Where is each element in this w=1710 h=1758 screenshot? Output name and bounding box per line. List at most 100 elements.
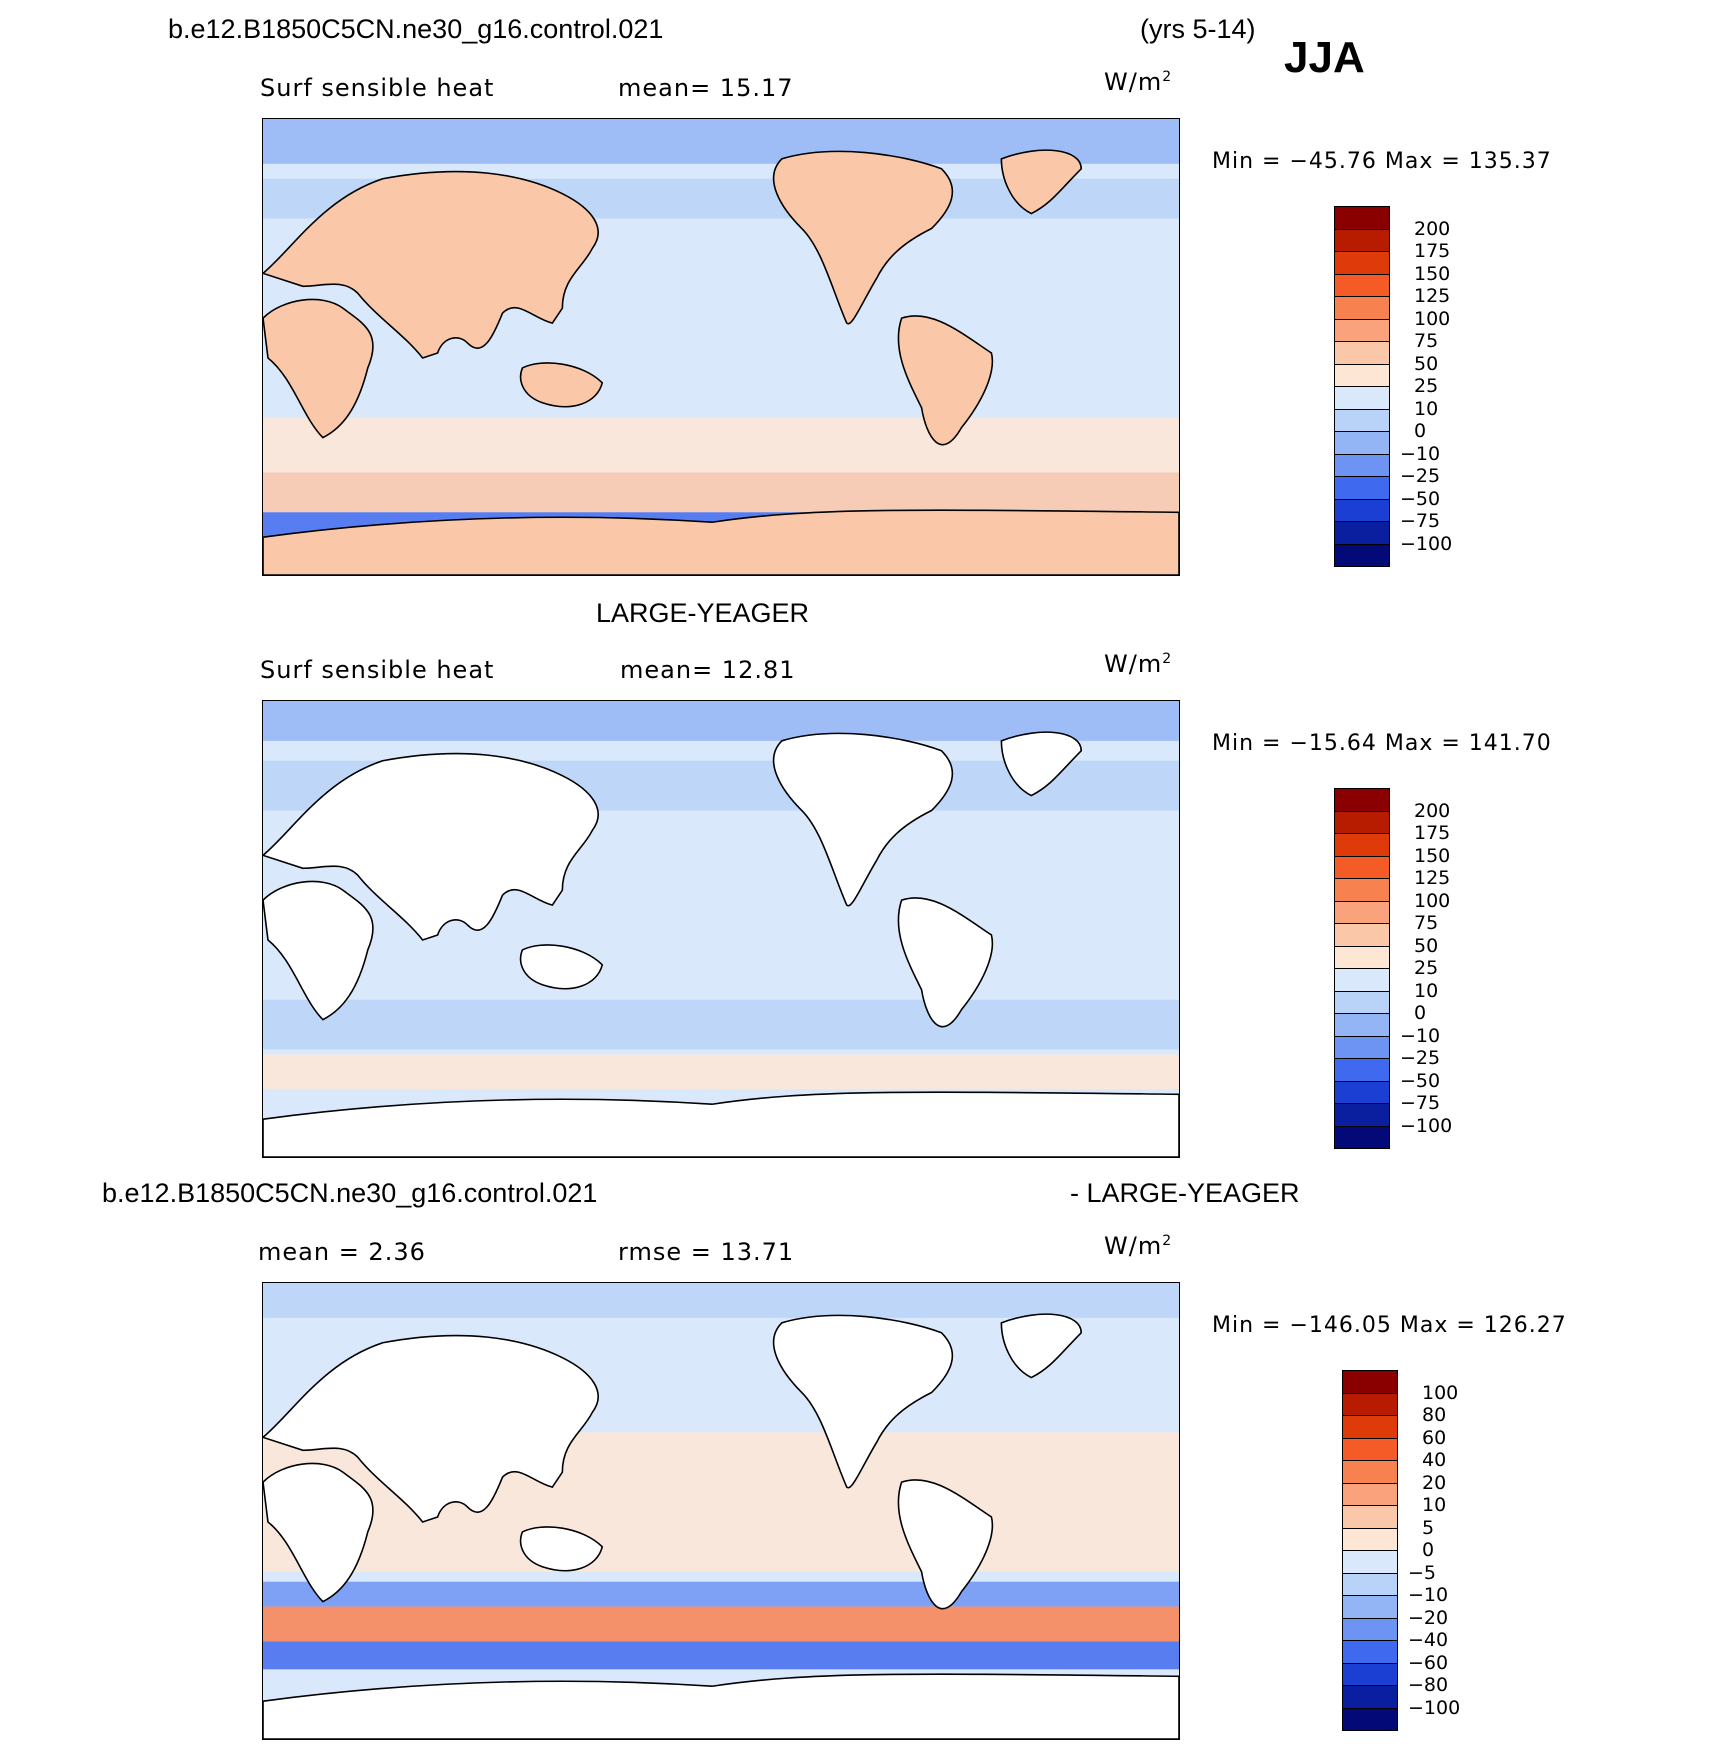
colorbar-label: −75 <box>1400 510 1441 532</box>
colorbar-label: 75 <box>1414 912 1439 934</box>
panel1-map <box>262 118 1180 576</box>
panel3-title-case: b.e12.B1850C5CN.ne30_g16.control.021 <box>102 1178 598 1208</box>
colorbar-box <box>1334 543 1390 567</box>
colorbar-label: 150 <box>1414 262 1451 285</box>
continent-outline <box>519 362 604 408</box>
colorbar-box <box>1334 1103 1390 1127</box>
colorbar-box <box>1334 1035 1390 1059</box>
colorbar-label: 10 <box>1414 979 1439 1002</box>
season-label: JJA <box>1284 33 1365 82</box>
continent-outline <box>772 150 954 325</box>
panel1-unit: W/m2 <box>1104 68 1173 96</box>
continent-outline <box>263 1462 374 1603</box>
colorbar-box <box>1334 386 1390 410</box>
continent-outline <box>1000 731 1083 797</box>
colorbar-label: −100 <box>1400 1114 1453 1137</box>
colorbar-box <box>1342 1617 1398 1641</box>
colorbar-label: −100 <box>1400 532 1453 555</box>
panel3-stats: Min = −146.05 Max = 126.27 <box>1212 1313 1567 1338</box>
colorbar-label: 0 <box>1422 1539 1435 1561</box>
colorbar-label: 5 <box>1422 1516 1435 1539</box>
colorbar-label: 50 <box>1414 352 1439 375</box>
colorbar-box <box>1334 1125 1390 1149</box>
colorbar-box <box>1334 1058 1390 1082</box>
colorbar-label: 200 <box>1414 799 1451 822</box>
colorbar-box <box>1334 878 1390 902</box>
colorbar-label: 25 <box>1414 957 1439 979</box>
colorbar-label: −5 <box>1408 1561 1437 1584</box>
colorbar-box <box>1334 968 1390 992</box>
field-band <box>263 1581 1179 1607</box>
colorbar-label: 175 <box>1414 240 1451 262</box>
colorbar-box <box>1334 318 1390 342</box>
colorbar-label: 0 <box>1414 420 1427 442</box>
colorbar-box <box>1334 228 1390 252</box>
colorbar-label: −25 <box>1400 465 1441 487</box>
colorbar-box <box>1342 1707 1398 1731</box>
continent-outline <box>263 880 374 1021</box>
continent-outline <box>1000 149 1083 215</box>
panel2-stats: Min = −15.64 Max = 141.70 <box>1212 731 1552 756</box>
colorbar-box <box>1342 1572 1398 1596</box>
colorbar-box <box>1334 1013 1390 1037</box>
continent-outline <box>263 298 374 439</box>
colorbar-label: −50 <box>1400 1069 1441 1092</box>
world-map <box>263 1283 1179 1739</box>
colorbar-box <box>1334 945 1390 969</box>
continent-outline <box>897 1479 994 1610</box>
panel1-stats: Min = −45.76 Max = 135.37 <box>1212 149 1552 174</box>
colorbar-label: 150 <box>1414 844 1451 867</box>
colorbar-label: 200 <box>1414 217 1451 240</box>
colorbar-label: 125 <box>1414 867 1451 889</box>
panel1-variable: Surf sensible heat <box>260 74 495 102</box>
panel2-map <box>262 700 1180 1158</box>
colorbar-box <box>1334 273 1390 297</box>
colorbar-label: −10 <box>1408 1584 1449 1606</box>
colorbar-box <box>1342 1415 1398 1439</box>
colorbar-label: −80 <box>1408 1674 1449 1696</box>
colorbar-label: 25 <box>1414 375 1439 397</box>
colorbar-box <box>1342 1392 1398 1416</box>
colorbar-label: −75 <box>1400 1092 1441 1114</box>
colorbar-box <box>1342 1505 1398 1529</box>
colorbar-label: 100 <box>1414 307 1451 330</box>
field-band <box>263 1054 1179 1090</box>
colorbar-label: −20 <box>1408 1606 1449 1629</box>
field-band <box>263 417 1179 473</box>
colorbar-box <box>1334 788 1390 812</box>
panel3-map <box>262 1282 1180 1740</box>
colorbar-label: 100 <box>1414 889 1451 912</box>
panel3-mean: mean = 2.36 <box>258 1238 426 1266</box>
colorbar-label: 175 <box>1414 822 1451 844</box>
panel2-title: LARGE-YEAGER <box>596 598 810 628</box>
colorbar-box <box>1334 431 1390 455</box>
field-band <box>263 1283 1179 1318</box>
colorbar-label: −40 <box>1408 1629 1449 1651</box>
colorbar-box <box>1334 251 1390 275</box>
colorbar-label: 0 <box>1414 1002 1427 1024</box>
colorbar-box <box>1334 341 1390 365</box>
continent-outline <box>1000 1313 1083 1379</box>
continent-outline <box>519 1526 604 1572</box>
case-title: b.e12.B1850C5CN.ne30_g16.control.021 <box>168 14 664 44</box>
continent-outline <box>263 170 599 359</box>
colorbar-label: 20 <box>1422 1471 1447 1494</box>
world-map <box>263 701 1179 1157</box>
panel2-variable: Surf sensible heat <box>260 656 495 684</box>
colorbar-box <box>1342 1640 1398 1664</box>
colorbar-label: 80 <box>1422 1404 1447 1426</box>
colorbar-box <box>1334 363 1390 387</box>
field-band <box>263 1641 1179 1670</box>
colorbar-box <box>1334 408 1390 432</box>
colorbar-box <box>1334 453 1390 477</box>
colorbar-label: −50 <box>1400 487 1441 510</box>
colorbar-box <box>1334 296 1390 320</box>
colorbar-box <box>1334 498 1390 522</box>
colorbar-box <box>1342 1527 1398 1551</box>
continent-outline <box>897 315 994 446</box>
colorbar-label: −10 <box>1400 442 1441 465</box>
colorbar-label: 10 <box>1422 1494 1447 1516</box>
colorbar-box <box>1334 1080 1390 1104</box>
colorbar-box <box>1334 855 1390 879</box>
colorbar-label: 60 <box>1422 1426 1447 1449</box>
